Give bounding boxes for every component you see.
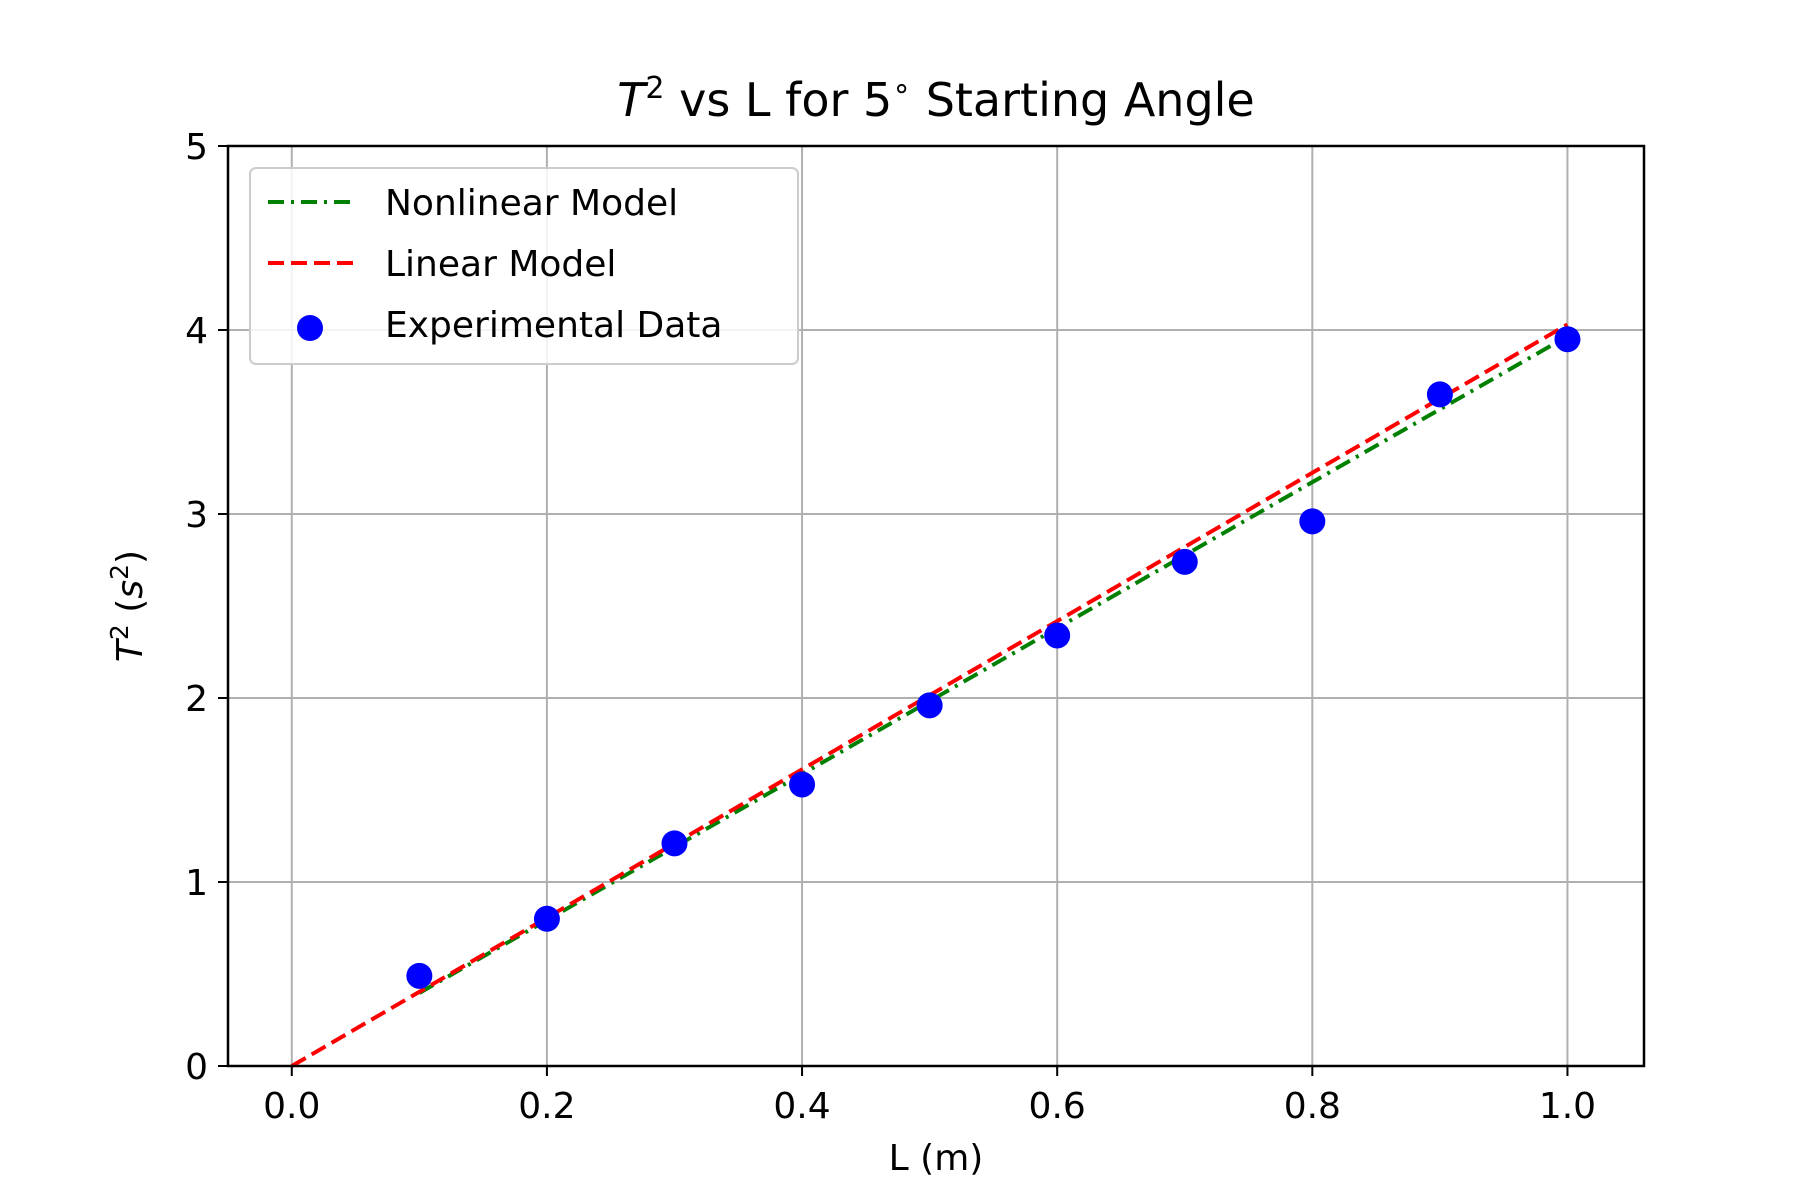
title-symbol: T <box>617 73 649 127</box>
data-point <box>916 692 943 719</box>
y-tick-label: 4 <box>185 311 208 352</box>
data-point <box>661 830 688 857</box>
ylabel-superscript: 2 <box>105 624 134 640</box>
data-point <box>406 962 433 989</box>
y-tick-label: 2 <box>185 679 208 720</box>
title-superscript: 2 <box>645 71 664 106</box>
axes-frame <box>226 144 1646 1068</box>
data-point <box>1171 548 1198 575</box>
ylabel-symbol: T <box>110 637 151 662</box>
y-tick-label: 0 <box>185 1047 208 1088</box>
data-point <box>1044 622 1071 649</box>
title-rest: vs L for 5 <box>664 73 892 127</box>
data-point <box>1299 508 1326 535</box>
x-tick-label: 0.6 <box>1029 1086 1086 1127</box>
data-point <box>533 905 560 932</box>
ylabel-close: ) <box>110 550 151 564</box>
title-degree: ∘ <box>892 71 911 106</box>
x-tick-label: 0.4 <box>773 1086 830 1127</box>
x-tick-label: 0.2 <box>518 1086 575 1127</box>
data-point <box>1554 326 1581 353</box>
y-tick-label: 1 <box>185 863 208 904</box>
plot-series <box>290 322 1581 1068</box>
y-tick-label: 5 <box>185 127 208 168</box>
data-point <box>1426 381 1453 408</box>
title-tail: Starting Angle <box>911 73 1255 127</box>
legend: Nonlinear Model Linear Model Experimenta… <box>249 167 799 365</box>
y-tick-label: 3 <box>185 495 208 536</box>
x-tick-label: 1.0 <box>1539 1086 1596 1127</box>
data-point <box>789 771 816 798</box>
ylabel-mid: ( <box>110 599 151 625</box>
axis-ticks: 0.0 0.2 0.4 0.6 0.8 1.0 0 1 2 3 4 5 <box>185 127 1596 1127</box>
legend-experimental-label: Experimental Data <box>385 305 722 346</box>
series-line-nonlinear-model <box>418 334 1569 995</box>
ylabel-unit-superscript: 2 <box>105 564 134 580</box>
x-axis-label: L (m) <box>889 1138 984 1179</box>
legend-nonlinear-label: Nonlinear Model <box>385 183 678 224</box>
x-tick-label: 0.0 <box>263 1086 320 1127</box>
legend-experimental-swatch <box>297 315 323 341</box>
y-axis-label: T2 (s2) <box>105 550 151 662</box>
x-tick-label: 0.8 <box>1284 1086 1341 1127</box>
chart-title: T2 vs L for 5∘ Starting Angle <box>617 71 1254 127</box>
legend-box <box>249 167 799 365</box>
legend-linear-label: Linear Model <box>385 244 616 285</box>
ylabel-unit: s <box>110 580 151 599</box>
